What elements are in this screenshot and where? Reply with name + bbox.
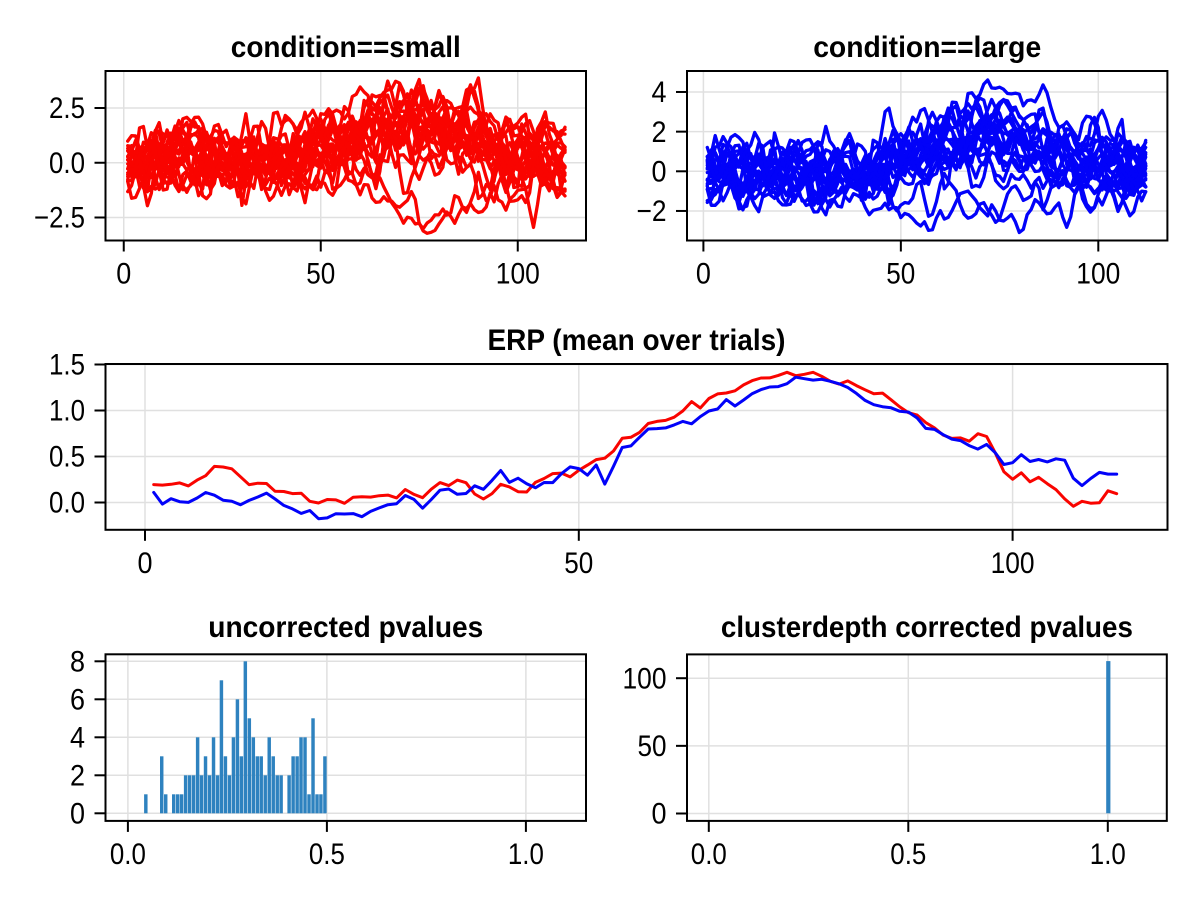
svg-text:100: 100 <box>496 258 540 291</box>
svg-text:4: 4 <box>652 76 667 109</box>
svg-text:50: 50 <box>306 258 335 291</box>
svg-text:0.5: 0.5 <box>309 838 345 871</box>
svg-text:−2: −2 <box>637 195 667 228</box>
svg-text:1.0: 1.0 <box>49 395 85 428</box>
svg-text:0: 0 <box>70 798 85 831</box>
svg-text:6: 6 <box>70 684 85 717</box>
svg-text:0.0: 0.0 <box>691 838 727 871</box>
svg-text:0.0: 0.0 <box>49 487 85 520</box>
svg-text:0: 0 <box>652 798 667 831</box>
svg-text:50: 50 <box>886 258 915 291</box>
svg-text:1.0: 1.0 <box>1090 838 1126 871</box>
svg-text:2: 2 <box>70 760 85 793</box>
svg-text:0: 0 <box>696 258 711 291</box>
svg-text:100: 100 <box>991 547 1035 580</box>
svg-text:ERP (mean over trials): ERP (mean over trials) <box>488 324 786 357</box>
svg-text:0.0: 0.0 <box>49 147 85 180</box>
svg-text:0: 0 <box>652 156 667 189</box>
svg-text:100: 100 <box>623 662 667 695</box>
svg-text:clusterdepth corrected pvalues: clusterdepth corrected pvalues <box>721 611 1133 644</box>
svg-text:condition==large: condition==large <box>813 31 1041 64</box>
svg-text:0: 0 <box>138 547 153 580</box>
svg-text:8: 8 <box>70 646 85 679</box>
svg-text:50: 50 <box>638 730 667 763</box>
svg-text:100: 100 <box>1076 258 1120 291</box>
svg-text:50: 50 <box>564 547 593 580</box>
svg-text:condition==small: condition==small <box>231 31 461 64</box>
svg-text:0.5: 0.5 <box>49 441 85 474</box>
svg-text:1.5: 1.5 <box>49 349 85 382</box>
svg-text:2: 2 <box>652 116 667 149</box>
svg-text:uncorrected pvalues: uncorrected pvalues <box>208 611 483 644</box>
svg-text:4: 4 <box>70 722 85 755</box>
svg-text:0.0: 0.0 <box>110 838 146 871</box>
svg-text:0.5: 0.5 <box>890 838 926 871</box>
svg-text:−2.5: −2.5 <box>34 202 85 235</box>
svg-text:0: 0 <box>116 258 131 291</box>
svg-text:1.0: 1.0 <box>508 838 544 871</box>
svg-text:2.5: 2.5 <box>49 92 85 125</box>
